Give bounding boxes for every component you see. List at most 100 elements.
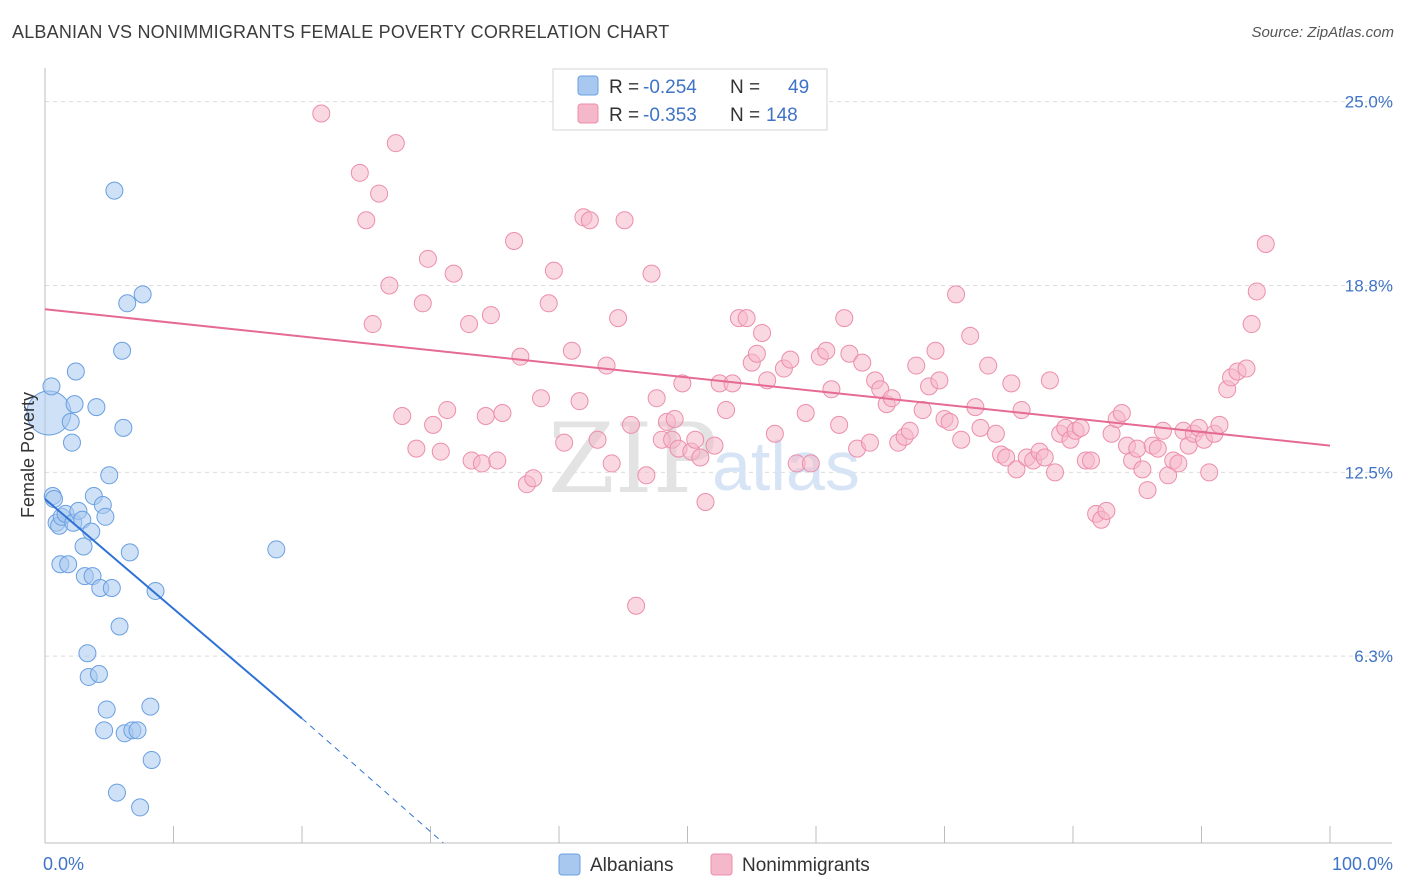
albanians-point [114, 418, 133, 437]
axes [44, 68, 1392, 844]
stats-r-albanians: -0.254 [643, 77, 697, 98]
nonimmigrants-point [1046, 463, 1065, 482]
chart-title: ALBANIAN VS NONIMMIGRANTS FEMALE POVERTY… [12, 22, 670, 42]
nonimmigrants-point [460, 315, 479, 334]
x-tick-label: 0.0% [43, 854, 84, 874]
nonimmigrants-point [781, 350, 800, 369]
nonimmigrants-point [986, 424, 1005, 443]
nonimmigrants-point [615, 211, 634, 230]
nonimmigrants-point [753, 323, 772, 342]
watermark-atlas: atlas [712, 427, 860, 505]
nonimmigrants-point [1112, 404, 1131, 423]
nonimmigrants-point [1040, 371, 1059, 390]
albanians-point [42, 377, 61, 396]
albanians-point [142, 750, 161, 769]
nonimmigrants-point [597, 356, 616, 375]
nonimmigrants-point [696, 492, 715, 511]
nonimmigrants-point [386, 134, 405, 153]
albanians-point [97, 700, 116, 719]
albanians-point [105, 181, 124, 200]
nonimmigrants-point [1097, 501, 1116, 520]
nonimmigrants-point [1169, 454, 1188, 473]
nonimmigrants-point [947, 285, 966, 304]
albanians-point [267, 540, 286, 559]
nonimmigrants-point [1200, 463, 1219, 482]
nonimmigrants-point [621, 415, 640, 434]
nonimmigrants-point [1012, 401, 1031, 420]
nonimmigrants-trend-line [44, 308, 1331, 447]
nonimmigrants-point [312, 104, 331, 123]
legend-label-nonimmigrants: Nonimmigrants [742, 855, 870, 876]
y-axis-label: Female Poverty [18, 392, 38, 518]
albanians-trend-line [44, 498, 303, 720]
nonimmigrants-point [380, 276, 399, 295]
nonimmigrants-point [691, 448, 710, 467]
nonimmigrants-point [961, 326, 980, 345]
stats-n-label-nonimmigrants: N = [730, 105, 760, 126]
albanians-point [66, 362, 85, 381]
nonimmigrants-point [363, 315, 382, 334]
nonimmigrants-point [350, 163, 369, 182]
nonimmigrants-point [1256, 234, 1275, 253]
stats-r-nonimmigrants: -0.353 [643, 105, 697, 126]
nonimmigrants-point [511, 347, 530, 366]
nonimmigrants-point [642, 264, 661, 283]
nonimmigrants-point [835, 309, 854, 328]
stats-n-label-albanians: N = [730, 77, 760, 98]
nonimmigrants-point [686, 430, 705, 449]
nonimmigrants-point [602, 454, 621, 473]
albanians-point [146, 581, 165, 600]
nonimmigrants-point [544, 261, 563, 280]
nonimmigrants-point [971, 418, 990, 437]
nonimmigrants-point [765, 424, 784, 443]
tick-labels: 6.3% 12.5% 18.8% 25.0% 0.0% 100.0% [43, 93, 1393, 874]
nonimmigrants-point [940, 412, 959, 431]
nonimmigrants-point [1237, 359, 1256, 378]
nonimmigrants-point [926, 341, 945, 360]
albanians-point [87, 398, 106, 417]
nonimmigrants-point [1210, 415, 1229, 434]
legend-swatch-albanians [558, 853, 581, 876]
nonimmigrants-point [913, 401, 932, 420]
nonimmigrants-point [830, 415, 849, 434]
nonimmigrants-point [505, 232, 524, 251]
nonimmigrants-point [1035, 448, 1054, 467]
nonimmigrants-point [817, 341, 836, 360]
nonimmigrants-point [737, 309, 756, 328]
nonimmigrants-point [1153, 421, 1172, 440]
nonimmigrants-point [1128, 439, 1147, 458]
stats-legend-box [552, 68, 828, 131]
legend-swatch-nonimmigrants [710, 853, 733, 876]
nonimmigrants-point [952, 430, 971, 449]
albanians-trend-extension [301, 718, 444, 844]
albanians-point [44, 490, 63, 509]
albanians-point [102, 578, 121, 597]
nonimmigrants-point [488, 451, 507, 470]
albanians-point [78, 644, 97, 663]
albanians-point [62, 433, 81, 452]
albanians-point [74, 537, 93, 556]
bottom-legend: Albanians Nonimmigrants [558, 853, 870, 876]
nonimmigrants-point [665, 409, 684, 428]
nonimmigrants-point [900, 421, 919, 440]
albanians-point [131, 798, 150, 817]
albanians-point [128, 721, 147, 740]
chart-source: Source: ZipAtlas.com [1251, 24, 1394, 41]
nonimmigrants-point [1071, 418, 1090, 437]
nonimmigrants-point [539, 294, 558, 313]
nonimmigrants-point [853, 353, 872, 372]
albanians-point [120, 543, 139, 562]
nonimmigrants-point [860, 433, 879, 452]
nonimmigrants-point [1081, 451, 1100, 470]
nonimmigrants-point [418, 249, 437, 268]
albanians-point [65, 395, 84, 414]
nonimmigrants-point [1138, 481, 1157, 500]
nonimmigrants-point [997, 448, 1016, 467]
nonimmigrants-point [647, 389, 666, 408]
nonimmigrants-point [1148, 439, 1167, 458]
y-tick-label: 25.0% [1345, 93, 1393, 112]
albanians-point [59, 555, 78, 574]
nonimmigrants-point [1242, 315, 1261, 334]
stats-swatch-nonimmigrants [577, 103, 599, 124]
x-tick-label: 100.0% [1332, 854, 1393, 874]
